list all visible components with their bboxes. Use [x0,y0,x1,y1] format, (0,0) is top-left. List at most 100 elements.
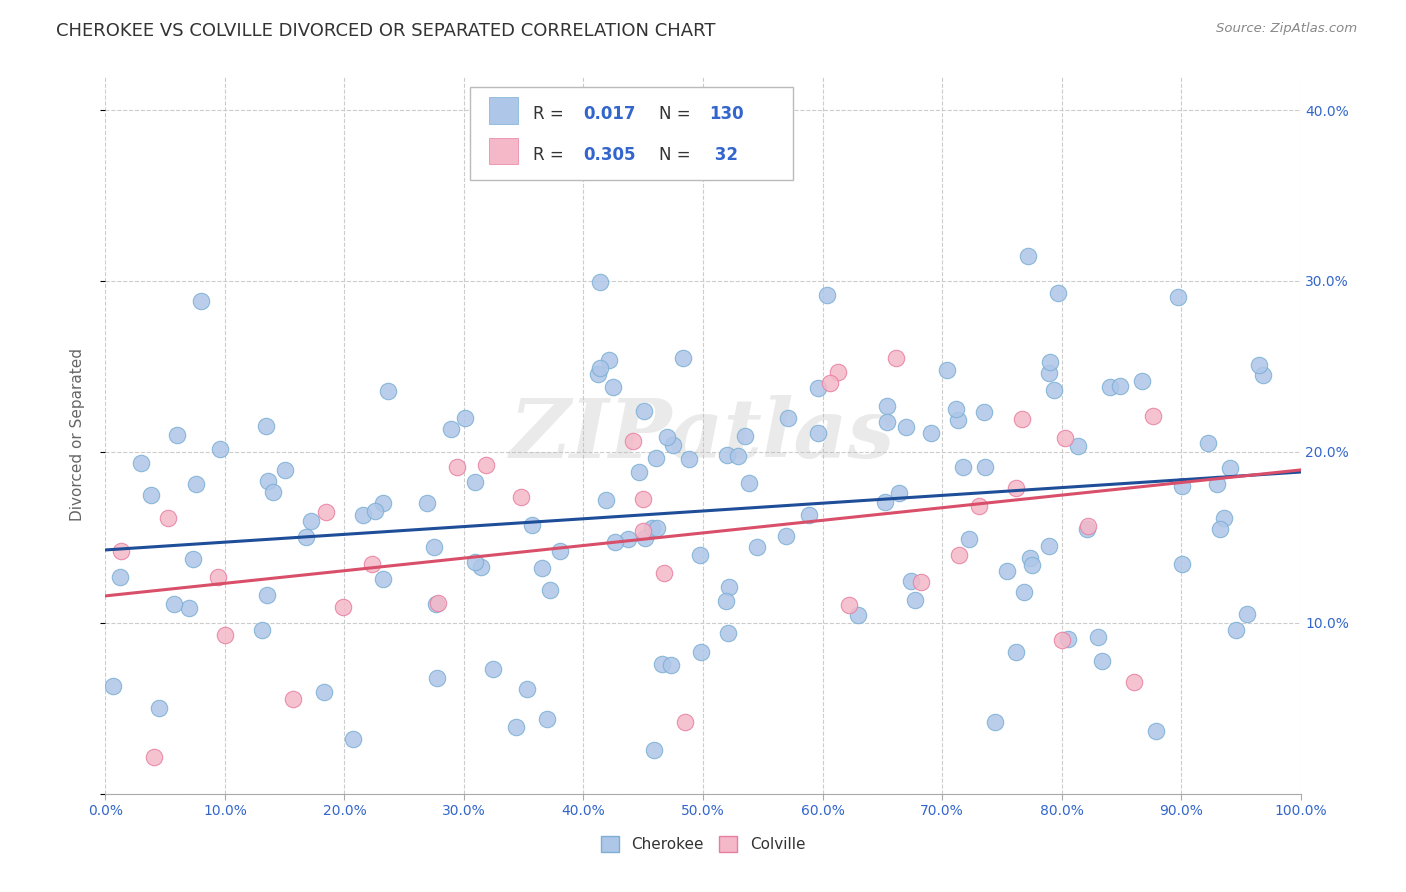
Point [1144,723,1167,738]
Point [603,535,626,549]
Point [1038,355,1060,369]
Point [377,384,399,399]
Point [967,499,990,513]
Text: ZIPatlas: ZIPatlas [510,395,896,475]
Point [548,544,571,558]
Point [1087,630,1109,644]
Point [973,459,995,474]
Point [621,434,644,449]
Point [1219,461,1241,475]
Point [815,288,838,302]
Point [595,492,617,507]
Point [416,495,439,509]
Point [1130,374,1153,388]
Point [312,685,335,699]
Point [884,351,907,366]
Point [1167,290,1189,304]
Point [716,593,738,607]
Point [166,428,188,442]
Point [900,574,922,588]
Point [108,570,131,584]
Point [651,657,673,672]
Point [181,552,204,566]
Point [214,628,236,642]
Point [775,529,797,543]
Point [643,743,665,757]
Point [1225,623,1247,637]
Point [505,720,527,734]
Text: N =: N = [659,145,696,164]
Point [806,425,828,440]
Point [1197,436,1219,450]
Point [110,544,132,558]
Point [1038,366,1060,380]
Point [299,514,322,528]
Point [734,429,756,443]
Point [190,293,212,308]
Point [139,488,162,502]
Point [332,599,354,614]
Point [920,426,942,441]
Point [633,531,655,545]
Point [727,450,749,464]
Point [1011,412,1033,426]
Point [256,588,278,602]
Point [690,645,713,659]
Point [1091,654,1114,668]
Point [1012,585,1035,599]
Point [778,410,800,425]
FancyBboxPatch shape [489,97,517,124]
Point [662,438,685,452]
Point [295,530,318,544]
Point [371,496,394,510]
Point [589,275,612,289]
Point [645,520,668,534]
Point [1042,383,1064,397]
Text: R =: R = [533,145,569,164]
Text: 130: 130 [709,105,744,123]
Point [360,558,382,572]
Point [631,491,654,506]
Point [207,570,229,584]
Point [536,713,558,727]
Point [657,430,679,444]
Point [531,561,554,575]
Point [586,367,609,381]
Point [352,508,374,522]
Point [838,598,860,612]
Point [887,485,910,500]
Point [894,420,917,434]
Point [163,597,186,611]
Point [129,456,152,470]
Point [1076,522,1098,536]
Point [876,415,898,429]
Legend: Cherokee, Colville: Cherokee, Colville [595,830,811,858]
Point [143,750,166,764]
Point [1067,439,1090,453]
Point [645,451,668,466]
Point [616,532,638,546]
Point [820,376,842,391]
Point [177,600,200,615]
Point [904,593,927,607]
Point [1171,479,1194,493]
Point [470,559,492,574]
Text: Source: ZipAtlas.com: Source: ZipAtlas.com [1216,22,1357,36]
Point [716,448,738,462]
Point [948,412,970,426]
Point [1077,519,1099,533]
Text: 32: 32 [709,145,738,164]
Point [464,475,486,489]
Point [1206,477,1229,491]
Point [738,475,761,490]
Point [101,679,124,693]
Point [689,549,711,563]
Text: N =: N = [659,105,696,123]
Point [807,381,830,395]
Point [952,460,974,475]
Point [633,404,655,418]
Point [475,458,498,472]
Point [1046,286,1069,301]
Point [262,485,284,500]
Point [1021,558,1043,572]
